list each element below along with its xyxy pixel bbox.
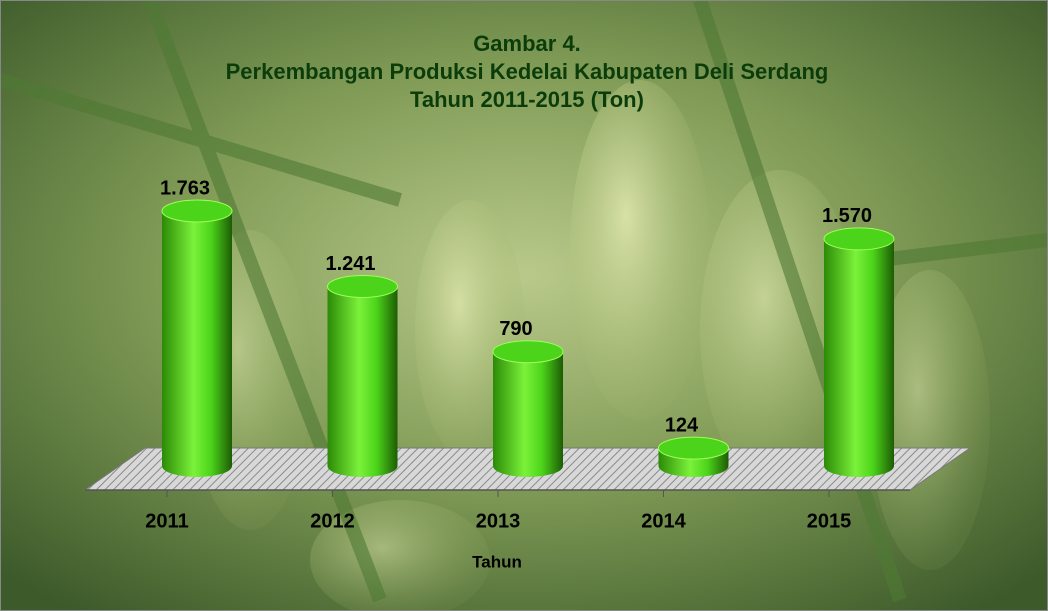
data-label: 1.763 (160, 177, 210, 199)
x-tick-label: 2013 (476, 510, 521, 532)
x-axis-label: Tahun (472, 552, 522, 571)
data-label: 1.241 (325, 253, 375, 275)
bar-top (161, 199, 233, 223)
bar-top (823, 227, 895, 251)
chart-title: Perkembangan Produksi Kedelai Kabupaten … (226, 59, 829, 84)
data-label: 790 (499, 318, 532, 340)
x-tick-label: 2011 (145, 510, 188, 532)
data-label: 124 (665, 414, 699, 436)
bar-top (658, 436, 729, 460)
x-tick-label: 2015 (807, 510, 852, 532)
chart-title: Tahun 2011-2015 (Ton) (410, 87, 644, 112)
x-tick-label: 2014 (641, 510, 686, 532)
bar-top (327, 275, 398, 299)
bar (327, 286, 398, 477)
bar (493, 351, 563, 477)
chart-title: Gambar 4. (473, 31, 581, 56)
data-label: 1.570 (822, 205, 872, 227)
bar-top (492, 340, 564, 364)
x-tick-label: 2012 (310, 510, 355, 532)
bar (162, 211, 232, 477)
bar (824, 238, 894, 477)
